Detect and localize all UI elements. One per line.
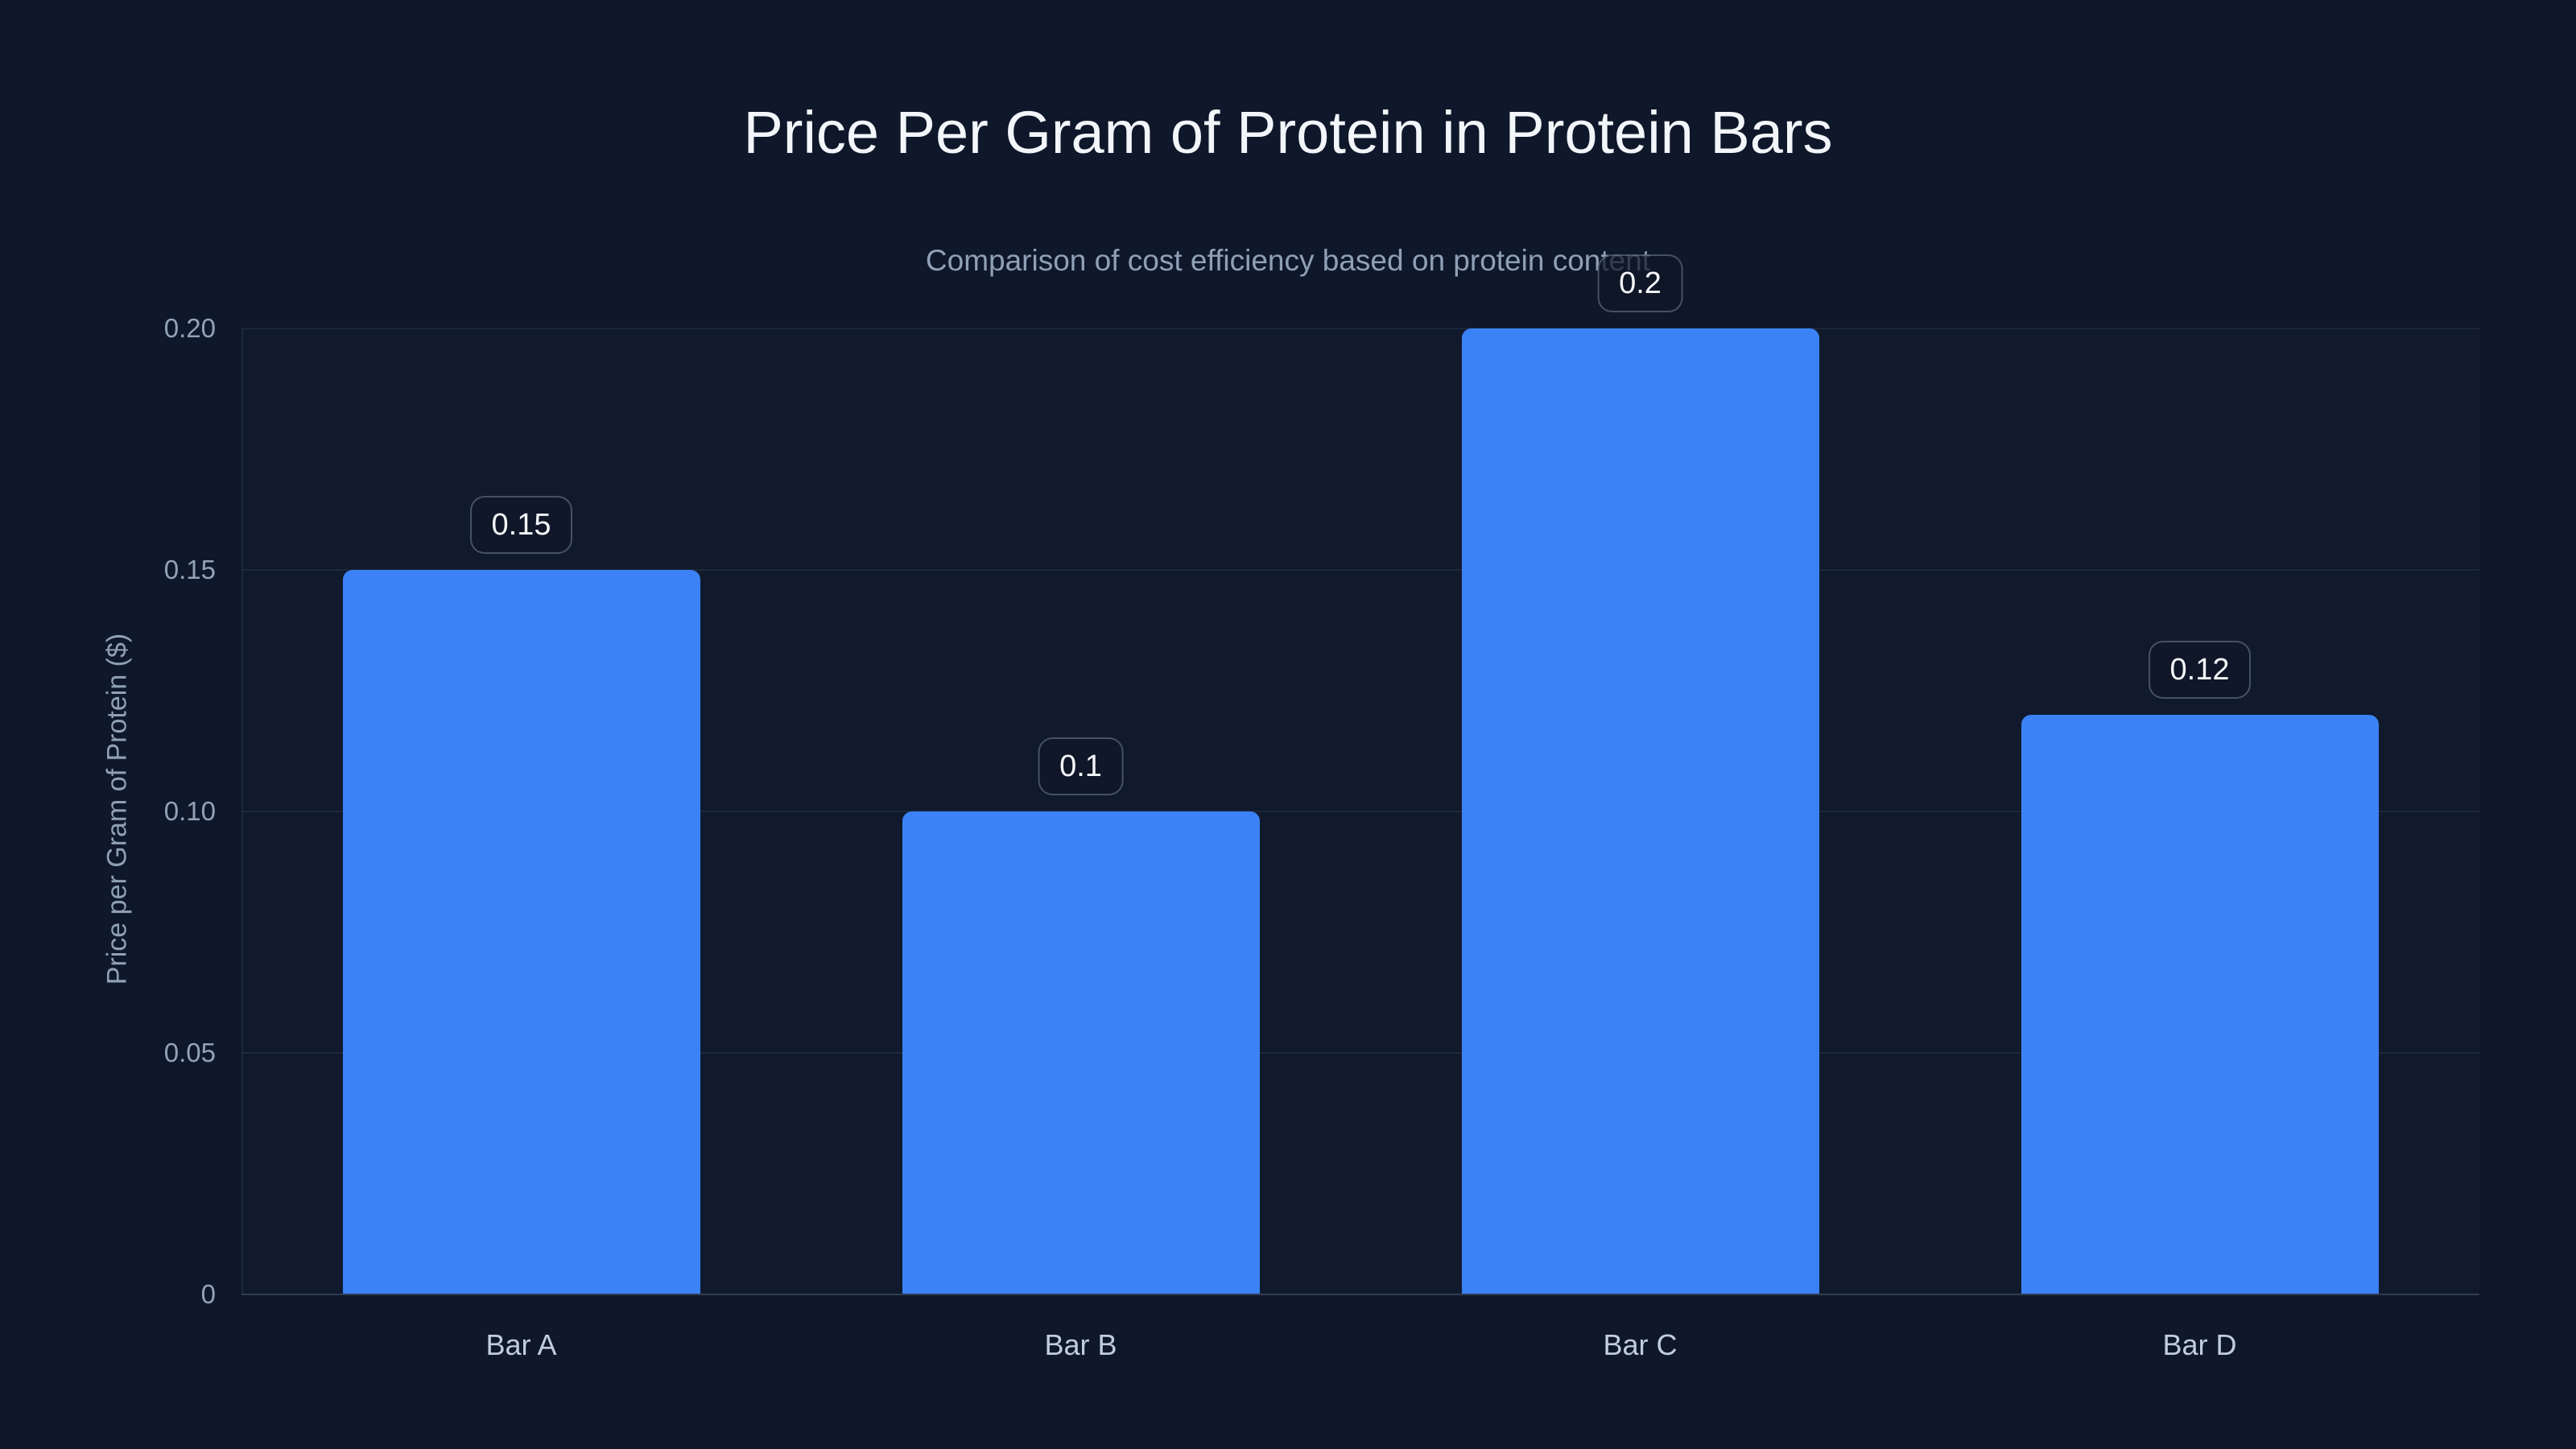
x-tick-label: Bar D [2162, 1328, 2237, 1361]
x-tick-label: Bar C [1603, 1328, 1678, 1361]
bar-value-badge: 0.1 [1038, 737, 1124, 795]
bar[interactable] [1461, 328, 1819, 1294]
gridline [242, 1052, 2479, 1054]
x-axis-baseline [242, 1294, 2479, 1295]
bar[interactable] [902, 811, 1260, 1294]
bar-value-badge: 0.15 [469, 496, 573, 554]
bar[interactable] [2021, 715, 2379, 1294]
chart-title: Price Per Gram of Protein in Protein Bar… [743, 99, 1833, 166]
gridline [242, 569, 2479, 571]
y-tick-label: 0.05 [163, 1038, 216, 1067]
y-axis-line [242, 328, 243, 1294]
gridline [242, 328, 2479, 329]
bar[interactable] [342, 570, 700, 1294]
bar-value-badge: 0.12 [2148, 641, 2252, 699]
gridline [242, 811, 2479, 812]
x-tick-label: Bar B [1044, 1328, 1117, 1361]
y-tick-label: 0.20 [163, 313, 216, 343]
y-tick-label: 0.10 [163, 796, 216, 826]
chart-subtitle: Comparison of cost efficiency based on p… [925, 244, 1651, 277]
bar-value-badge: 0.2 [1597, 254, 1683, 312]
y-tick-label: 0 [200, 1279, 216, 1309]
y-tick-label: 0.15 [163, 555, 216, 584]
x-tick-label: Bar A [485, 1328, 557, 1361]
y-axis-title-text: Price per Gram of Protein ($) [101, 633, 133, 985]
